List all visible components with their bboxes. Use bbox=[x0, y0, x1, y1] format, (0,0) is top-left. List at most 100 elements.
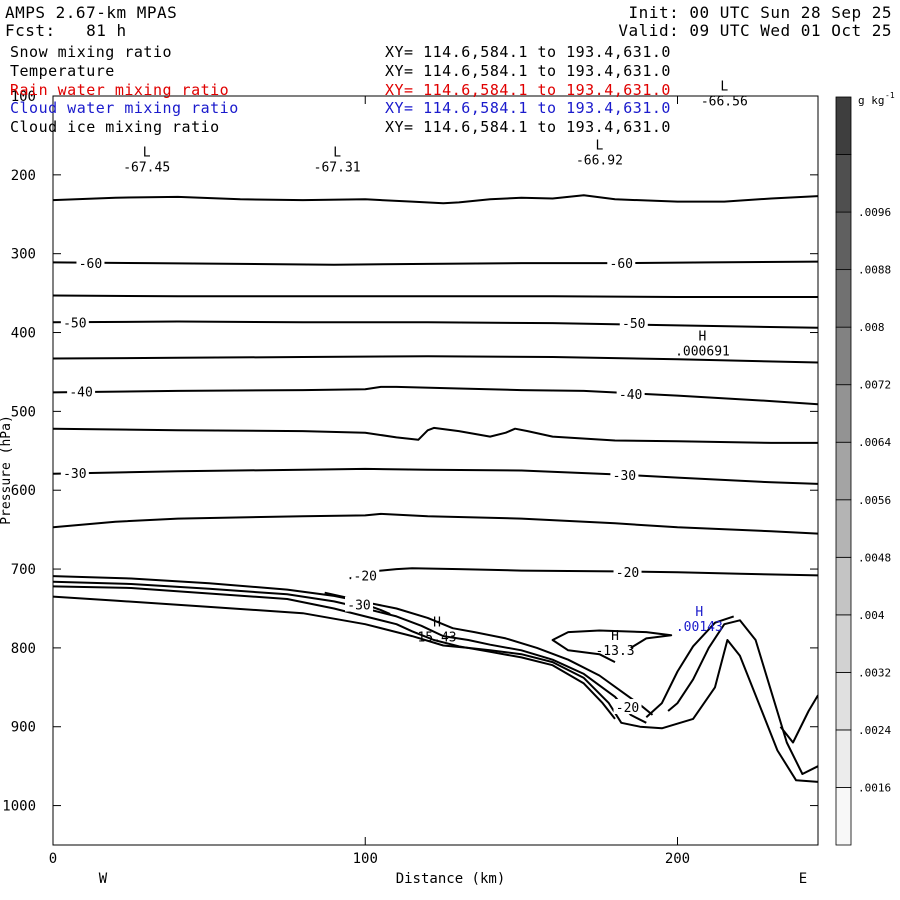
colorbar-label-9: .0088 bbox=[858, 264, 891, 277]
colorbar-unit-exponent: -1 bbox=[885, 91, 895, 100]
isotherm-line-15 bbox=[551, 629, 673, 663]
forecast-hour: Fcst: 81 h bbox=[5, 21, 127, 40]
annotation-value-3: -66.56 bbox=[701, 94, 748, 109]
colorbar-label-4: .0048 bbox=[858, 551, 891, 564]
contour-label-2: -50 bbox=[63, 316, 86, 331]
isotherm-line-5 bbox=[53, 385, 818, 406]
contour-label-11: -20 bbox=[616, 701, 639, 716]
colorbar-label-8: .008 bbox=[858, 321, 885, 334]
annotation-marker-5: H bbox=[433, 615, 441, 630]
colorbar-bin-2 bbox=[835, 671, 852, 731]
terrain-line-10 bbox=[53, 595, 818, 783]
contour-label-bg-8 bbox=[351, 567, 380, 583]
y-tick-label-5: 600 bbox=[11, 483, 36, 499]
colorbar-bin-5 bbox=[835, 499, 852, 558]
y-tick-label-3: 400 bbox=[11, 326, 36, 342]
annotation-value-0: -67.45 bbox=[123, 161, 170, 176]
colorbar-label-6: .0064 bbox=[858, 436, 891, 449]
annotation-value-2: -66.92 bbox=[576, 153, 623, 168]
y-tick-label-6: 700 bbox=[11, 562, 36, 578]
contour-label-4: -40 bbox=[69, 386, 92, 401]
annotation-value-5: 15.43 bbox=[417, 630, 456, 645]
annotation-marker-7: H bbox=[695, 605, 703, 620]
contour-label-10: -30 bbox=[347, 599, 370, 614]
x-tick-label-0: 0 bbox=[49, 851, 57, 867]
colorbar-label-5: .0056 bbox=[858, 494, 891, 507]
colorbar-label-0: .0016 bbox=[858, 781, 891, 794]
field-range-cloud-water: XY= 114.6,584.1 to 193.4,631.0 bbox=[385, 99, 671, 117]
isotherm-line-3 bbox=[53, 320, 818, 329]
annotation-marker-2: L bbox=[596, 138, 604, 153]
contour-label-0: -60 bbox=[79, 257, 102, 272]
isotherm-line-8 bbox=[53, 512, 818, 535]
isotherm-line-2 bbox=[53, 294, 818, 298]
colorbar-bin-12 bbox=[835, 96, 852, 155]
x-tick-label-1: 100 bbox=[353, 851, 378, 867]
isotherm-line-4 bbox=[53, 355, 818, 364]
contour-label-bg-7 bbox=[610, 467, 639, 483]
contour-label-6: -30 bbox=[63, 467, 86, 482]
annotation-value-4: .000691 bbox=[675, 344, 730, 359]
y-tick-label-1: 200 bbox=[11, 168, 36, 184]
field-range-temperature: XY= 114.6,584.1 to 193.4,631.0 bbox=[385, 62, 671, 80]
contour-label-9: -20 bbox=[616, 566, 639, 581]
contour-label-bg-4 bbox=[67, 383, 96, 399]
colorbar-bin-1 bbox=[835, 729, 852, 788]
annotation-marker-3: L bbox=[720, 79, 728, 94]
x-tick-label-2: 200 bbox=[665, 851, 690, 867]
colorbar-unit: g kg bbox=[858, 94, 885, 107]
colorbar-bin-11 bbox=[835, 154, 852, 213]
isotherm-line-6 bbox=[53, 426, 818, 444]
y-tick-label-8: 900 bbox=[11, 720, 36, 736]
isotherm-line-7 bbox=[53, 467, 818, 485]
colorbar-bin-6 bbox=[835, 441, 852, 501]
contour-label-bg-3 bbox=[619, 315, 648, 331]
contour-label-bg-5 bbox=[616, 386, 645, 402]
colorbar-bin-7 bbox=[835, 384, 852, 443]
colorbar-label-7: .0072 bbox=[858, 379, 891, 392]
colorbar-label-2: .0032 bbox=[858, 666, 891, 679]
contour-label-3: -50 bbox=[622, 317, 645, 332]
field-name-snow: Snow mixing ratio bbox=[10, 43, 173, 61]
annotation-marker-6: H bbox=[611, 629, 619, 644]
isotherm-line-17 bbox=[667, 619, 818, 775]
isotherm-line-12 bbox=[53, 580, 647, 724]
colorbar-bin-0 bbox=[835, 787, 852, 846]
east-label: E bbox=[799, 871, 807, 887]
contour-label-5: -40 bbox=[619, 388, 642, 403]
west-label: W bbox=[99, 871, 108, 887]
field-name-cloud-ice: Cloud ice mixing ratio bbox=[10, 118, 220, 136]
field-name-rain: Rain water mixing ratio bbox=[10, 81, 230, 99]
y-axis-label: Pressure (hPa) bbox=[0, 415, 14, 525]
y-tick-label-2: 300 bbox=[11, 247, 36, 263]
y-tick-label-4: 500 bbox=[11, 404, 36, 420]
contour-lines bbox=[53, 194, 818, 783]
isotherm-line-13 bbox=[53, 575, 654, 716]
contour-label-bg-11 bbox=[613, 699, 642, 715]
isotherm-line-18 bbox=[779, 694, 818, 744]
colorbar-label-3: .004 bbox=[858, 609, 885, 622]
init-time: Init: 00 UTC Sun 28 Sep 25 bbox=[628, 3, 892, 22]
plot-frame bbox=[52, 95, 819, 846]
contour-label-bg-9 bbox=[613, 564, 642, 580]
colorbar-bin-8 bbox=[835, 326, 852, 386]
contour-label-8: -20 bbox=[354, 569, 377, 584]
colorbar-bin-9 bbox=[835, 269, 852, 328]
contour-label-7: -30 bbox=[613, 469, 636, 484]
colorbar-bin-10 bbox=[835, 211, 852, 271]
colorbar-label-1: .0024 bbox=[858, 724, 891, 737]
valid-time: Valid: 09 UTC Wed 01 Oct 25 bbox=[618, 21, 892, 40]
model-title: AMPS 2.67-km MPAS bbox=[5, 3, 178, 22]
field-range-rain: XY= 114.6,584.1 to 193.4,631.0 bbox=[385, 81, 671, 99]
isotherm-line-1 bbox=[53, 260, 818, 266]
annotation-value-7: .00143 bbox=[676, 620, 723, 635]
annotation-marker-4: H bbox=[699, 329, 707, 344]
y-tick-label-9: 1000 bbox=[2, 799, 36, 815]
contour-label-bg-1 bbox=[607, 255, 636, 271]
y-tick-label-7: 800 bbox=[11, 641, 36, 657]
isotherm-line-9 bbox=[349, 567, 818, 580]
isotherm-line-16 bbox=[645, 615, 735, 719]
field-name-cloud-water: Cloud water mixing ratio bbox=[10, 99, 239, 117]
annotation-marker-1: L bbox=[333, 146, 341, 161]
